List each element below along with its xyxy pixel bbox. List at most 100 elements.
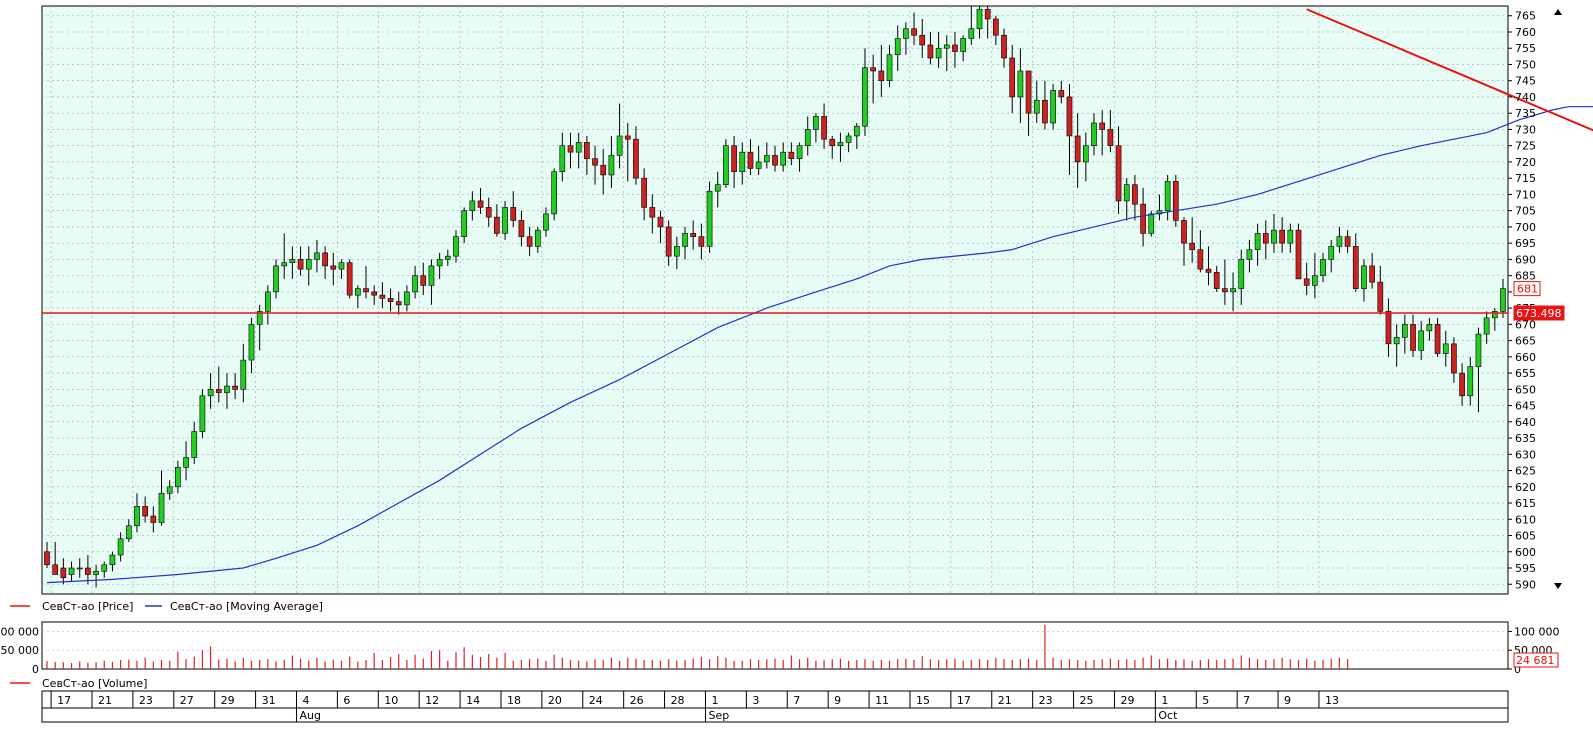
candle	[1320, 252, 1326, 283]
candle-body	[289, 259, 296, 263]
candle-body	[125, 525, 132, 540]
candle	[175, 460, 181, 494]
candle-body	[322, 252, 328, 267]
candle-body	[1222, 288, 1228, 293]
candle	[1050, 83, 1056, 130]
candle	[101, 561, 108, 578]
candle	[1262, 220, 1269, 260]
candle-body	[706, 190, 713, 247]
candle	[183, 441, 189, 481]
date-day-label: 9	[1284, 694, 1291, 707]
candle-body	[714, 184, 721, 192]
candle	[935, 31, 942, 68]
candle	[420, 262, 427, 296]
candle-body	[101, 564, 108, 572]
candle-body	[68, 567, 75, 575]
candle	[657, 210, 664, 244]
candle-body	[608, 155, 615, 176]
candle-body	[1189, 242, 1196, 250]
candle-body	[551, 171, 557, 215]
candle	[404, 285, 410, 312]
price-tick-label: 705	[1515, 205, 1536, 218]
candle	[346, 259, 353, 299]
candle-body	[829, 138, 836, 146]
candle-body	[477, 200, 484, 208]
candle-body	[837, 142, 844, 146]
candle	[265, 285, 271, 325]
axis-scroll-up-icon	[1554, 9, 1562, 15]
candle-body	[1295, 229, 1302, 280]
date-month-label: Aug	[299, 709, 320, 722]
date-day-label: 17	[957, 694, 971, 707]
candle	[518, 210, 525, 247]
candle-body	[919, 34, 926, 46]
candle-body	[1074, 135, 1081, 163]
trend-line	[1306, 8, 1593, 132]
date-day-label: 9	[834, 694, 841, 707]
price-tick-label: 695	[1515, 237, 1536, 250]
candle-body	[224, 385, 230, 393]
candle	[723, 139, 729, 188]
candle	[1189, 217, 1196, 263]
candle	[894, 25, 901, 71]
volume-panel	[41, 621, 1509, 670]
candle	[1344, 230, 1351, 253]
price-tick-label: 600	[1515, 546, 1536, 559]
candle-body	[845, 135, 852, 143]
candle-body	[1352, 246, 1359, 289]
candle-body	[903, 28, 909, 39]
volume-legend-label: СевСт-ао [Volume]	[42, 677, 147, 690]
candle-body	[1123, 184, 1130, 202]
date-axis-box	[41, 690, 1509, 723]
candle	[338, 259, 345, 279]
candle	[1393, 324, 1400, 367]
candle-body	[436, 259, 443, 267]
candle	[706, 181, 713, 253]
candle-body	[1361, 265, 1367, 289]
moving-average-line	[46, 106, 1593, 584]
candle-body	[1451, 343, 1457, 374]
candle-body	[1369, 265, 1375, 283]
candle-body	[649, 207, 656, 218]
price-tick-label: 630	[1515, 448, 1536, 461]
candle	[117, 532, 124, 562]
candle-body	[1418, 330, 1425, 351]
candle	[428, 259, 435, 305]
price-tick-label: 690	[1515, 253, 1536, 266]
candle-body	[44, 551, 50, 566]
candle	[314, 239, 320, 273]
candle-body	[600, 164, 607, 176]
price-tick-label: 620	[1515, 481, 1536, 494]
candle-body	[674, 246, 680, 257]
candle	[281, 233, 288, 279]
volume-right-tick-label: 0	[1514, 663, 1521, 676]
candle	[240, 343, 247, 403]
last-volume-badge: 24 681	[1513, 652, 1559, 668]
candle	[1475, 327, 1482, 413]
candle-body	[76, 567, 83, 570]
candle	[1082, 132, 1089, 182]
candle-body	[927, 44, 934, 59]
candle-body	[453, 236, 459, 257]
candle	[1336, 226, 1343, 253]
price-tick-label: 610	[1515, 513, 1536, 526]
candle-body	[1099, 122, 1106, 130]
candle-body	[338, 262, 345, 270]
level-badge-text: 673.498	[1516, 307, 1562, 320]
date-day-label: 18	[507, 694, 521, 707]
candle	[330, 252, 337, 286]
ma-legend-label: СевСт-ао [Moving Average]	[170, 600, 323, 613]
price-tick-label: 660	[1515, 351, 1536, 364]
candle	[1009, 44, 1016, 114]
candle-body	[559, 145, 566, 172]
candle-body	[387, 298, 394, 302]
candle	[747, 139, 754, 175]
candle	[1140, 187, 1146, 247]
date-day-label: 29	[221, 694, 235, 707]
candle	[788, 142, 795, 166]
date-day-label: 24	[589, 694, 603, 707]
date-day-label: 20	[548, 694, 562, 707]
candle-body	[395, 301, 402, 306]
candle-body	[1262, 233, 1269, 244]
candle-body	[853, 125, 860, 137]
